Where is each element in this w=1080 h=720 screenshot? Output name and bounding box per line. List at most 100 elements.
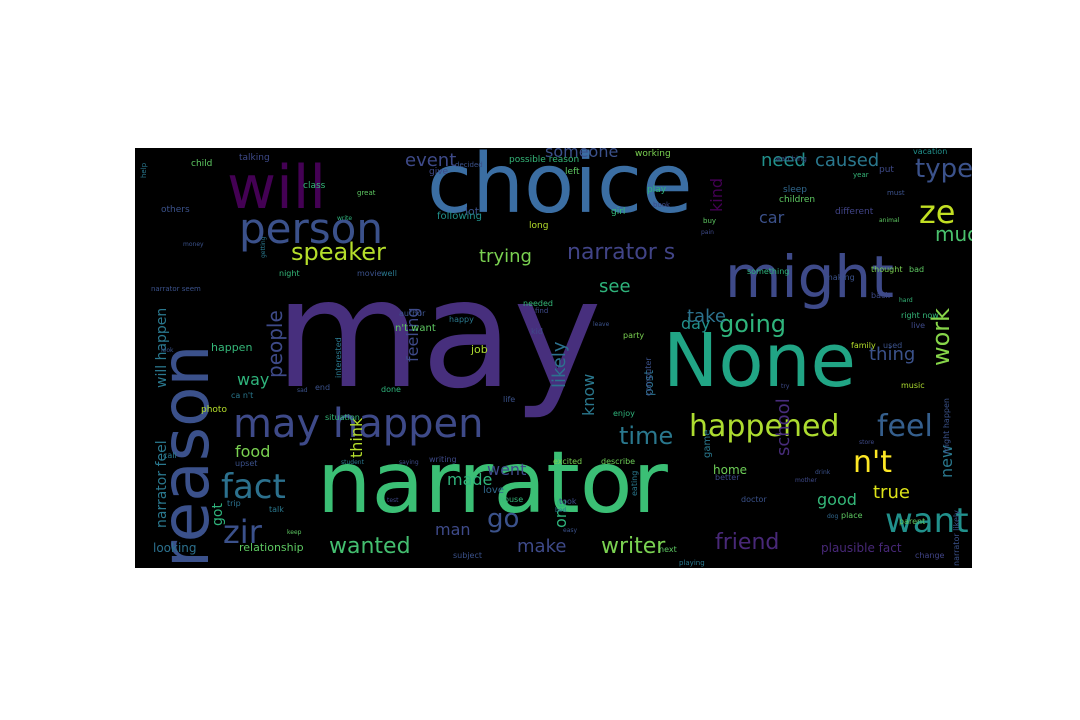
word-narrator-likely: narrator likely <box>952 510 961 566</box>
word-will: will <box>227 153 327 223</box>
word-write: write <box>337 215 353 222</box>
word-life: life <box>503 395 516 404</box>
word-buy: buy <box>703 217 717 225</box>
word-know: know <box>579 373 598 416</box>
word-child: child <box>191 159 213 169</box>
word-girl: girl <box>611 207 626 217</box>
word-happen: happen <box>211 341 253 354</box>
word-playing: playing <box>679 559 705 567</box>
word-upset: upset <box>235 459 258 468</box>
word-student: student <box>341 459 364 466</box>
word-ca-n-t: ca n't <box>231 391 254 400</box>
word-way: way <box>237 370 270 389</box>
word-vacation: vacation <box>913 148 948 156</box>
word-done: done <box>381 385 401 394</box>
word-likely: likely <box>549 341 570 388</box>
word-music: music <box>901 381 925 390</box>
word-event: event <box>405 150 457 171</box>
word-plausible-fact: plausible fact <box>821 541 902 555</box>
word-cloud: may choice narrator reason None will might pers… <box>135 148 972 568</box>
word-school: school <box>773 398 794 456</box>
word-following: following <box>437 211 482 222</box>
word-leave: leave <box>593 321 610 328</box>
word-trip: trip <box>227 499 241 508</box>
word-feel: feel <box>877 409 933 444</box>
word-decided: decided <box>455 161 483 169</box>
word-movie: movie <box>357 269 382 278</box>
word-hard: hard <box>899 297 913 304</box>
word-store: store <box>859 439 875 446</box>
word-n-t: n't <box>853 445 893 480</box>
word-possible-reason: possible reason <box>509 155 580 165</box>
word-got: got <box>210 503 226 526</box>
word-good: good <box>817 490 857 509</box>
word-someone: someone <box>545 148 619 161</box>
word-subject: subject <box>453 551 482 560</box>
word-children: children <box>779 195 816 205</box>
word-help: help <box>140 162 148 178</box>
word-narrator: narrator <box>317 433 668 533</box>
word-eating: eating <box>630 470 639 496</box>
word-doctor: doctor <box>741 495 767 504</box>
word-put: put <box>879 165 894 175</box>
word-enjoy: enjoy <box>613 409 635 418</box>
word-making: making <box>825 273 855 282</box>
word-time: time <box>619 422 674 450</box>
word-others: others <box>161 205 190 215</box>
word-computer: computer <box>644 357 653 396</box>
word-getting: getting <box>260 236 267 258</box>
word-need: need <box>761 150 806 171</box>
word-might-happen: might happen <box>942 398 951 454</box>
word-want: want <box>885 501 969 541</box>
word-sleep: sleep <box>783 185 807 195</box>
word-narrator-s: narrator s <box>567 240 676 265</box>
word-happened: happened <box>689 409 840 444</box>
word-describe: describe <box>601 457 636 466</box>
word-speaker: speaker <box>291 238 386 266</box>
word-back: back <box>871 291 891 300</box>
word-true: true <box>873 482 910 503</box>
word-easy: easy <box>563 527 578 534</box>
word-well: well <box>381 269 397 278</box>
word-dog: dog <box>827 513 839 520</box>
word-live: live <box>911 321 926 330</box>
word-must: must <box>887 189 905 197</box>
word-food: food <box>235 442 271 461</box>
word-looking: looking <box>153 541 197 555</box>
word-lot: lot <box>465 205 480 218</box>
word-next: next <box>659 545 677 554</box>
word-kind: kind <box>707 177 726 212</box>
word-happy: happy <box>449 315 474 324</box>
word-long: long <box>529 221 549 231</box>
word-great: great <box>357 189 376 197</box>
word-go: go <box>487 504 520 534</box>
word-talking: talking <box>239 153 270 163</box>
word-situation: situation <box>325 413 360 422</box>
word-try: try <box>781 383 790 390</box>
word-man: man <box>435 520 471 539</box>
word-narrator-seem: narrator seem <box>151 285 201 293</box>
word-class: class <box>303 181 326 191</box>
word-kid: kid <box>531 327 543 336</box>
word-better: better <box>715 473 740 482</box>
word-relationship: relationship <box>239 541 304 554</box>
word-something: something <box>747 267 790 276</box>
word-ze: ze <box>919 193 956 231</box>
word-working: working <box>635 149 671 159</box>
word-love: love <box>483 485 504 496</box>
word-wanted: wanted <box>329 534 411 559</box>
word-used: used <box>883 341 903 350</box>
word-fact: fact <box>221 467 286 507</box>
word-change: change <box>915 551 945 560</box>
word-place: place <box>841 511 863 520</box>
word-type: type <box>915 154 972 184</box>
word-right-now: right now <box>901 311 939 320</box>
word-person: person <box>239 204 383 253</box>
word-might: might <box>725 243 894 311</box>
word-photo: photo <box>201 405 227 415</box>
word-interested: interested <box>334 337 343 378</box>
word-bed: bed <box>555 507 567 514</box>
word-find: find <box>535 307 549 315</box>
word-bad: bad <box>909 265 925 274</box>
word-left: left <box>565 167 580 177</box>
